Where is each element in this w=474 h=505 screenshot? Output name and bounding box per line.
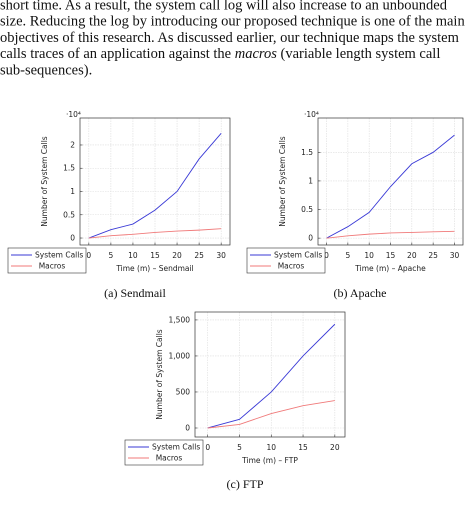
series-line (207, 400, 335, 429)
series-line (88, 228, 222, 239)
y-tick-label: 1.5 (301, 148, 313, 157)
legend-label: System Calls (274, 251, 322, 260)
x-axis-label: Time (m) – FTP (241, 456, 298, 465)
axis-multiplier: ·10⁴ (66, 110, 81, 119)
y-tick-label: 0.5 (301, 205, 313, 214)
x-tick-label: 0 (324, 251, 329, 260)
y-tick-label: 1 (308, 176, 313, 185)
series-line (326, 230, 455, 239)
x-tick-label: 10 (128, 251, 138, 260)
paragraph-line: objectives of this research. As discusse… (0, 30, 460, 46)
x-tick-label: 5 (345, 251, 350, 260)
y-axis-label: Number of System Calls (155, 329, 164, 419)
axis-multiplier: ·10⁴ (304, 110, 319, 119)
legend-label: Macros (278, 262, 305, 271)
y-tick-label: 2 (70, 140, 75, 149)
legend-label: System Calls (35, 251, 83, 260)
x-tick-label: 10 (266, 443, 276, 452)
paragraph-line: calls traces of an application against t… (0, 46, 440, 62)
y-tick-label: 0 (308, 234, 313, 243)
y-tick-label: 0 (185, 423, 190, 432)
text-span: (variable length system call (277, 46, 440, 62)
x-tick-label: 25 (194, 251, 204, 260)
x-tick-label: 20 (172, 251, 182, 260)
text-span: calls traces of an application against t… (0, 46, 235, 62)
paragraph-line: short time. As a result, the system call… (0, 0, 448, 13)
series-line (207, 323, 336, 429)
plot-frame (194, 311, 346, 438)
x-tick-label: 15 (150, 251, 160, 260)
x-tick-label: 5 (108, 251, 113, 260)
x-tick-label: 10 (364, 251, 374, 260)
paragraph-line: size. Reducing the log by introducing ou… (0, 14, 465, 30)
x-tick-label: 30 (216, 251, 226, 260)
legend-label: System Calls (152, 443, 200, 452)
y-tick-label: 1.5 (63, 164, 75, 173)
legend-label: Macros (156, 454, 183, 463)
paragraph-line: sub-sequences). (0, 63, 92, 79)
y-tick-label: 1,500 (169, 315, 191, 324)
figure-caption: (a) Sendmail (104, 286, 166, 300)
text-span: macros (235, 46, 278, 62)
series-line (326, 134, 455, 239)
x-tick-label: 0 (205, 443, 210, 452)
x-tick-label: 15 (298, 443, 308, 452)
y-tick-label: 1,000 (169, 351, 191, 360)
y-axis-label: Number of System Calls (278, 136, 287, 226)
legend-box (246, 247, 326, 274)
x-tick-label: 30 (450, 251, 460, 260)
y-tick-label: 0.5 (63, 210, 75, 219)
x-tick-label: 15 (386, 251, 396, 260)
x-tick-label: 20 (330, 443, 340, 452)
legend-box (7, 247, 87, 274)
y-tick-label: 1 (70, 187, 75, 196)
figure-caption: (b) Apache (334, 286, 387, 300)
legend-box (124, 439, 204, 466)
x-axis-label: Time (m) – Sendmail (115, 264, 193, 273)
figure-caption: (c) FTP (227, 477, 264, 491)
x-tick-label: 5 (237, 443, 242, 452)
x-tick-label: 20 (407, 251, 417, 260)
series-line (88, 133, 222, 239)
y-tick-label: 500 (176, 387, 191, 396)
legend-label: Macros (39, 262, 66, 271)
x-axis-label: Time (m) – Apache (354, 264, 426, 273)
y-tick-label: 0 (70, 234, 75, 243)
y-axis-label: Number of System Calls (40, 136, 49, 226)
x-tick-label: 0 (86, 251, 91, 260)
x-tick-label: 25 (428, 251, 438, 260)
